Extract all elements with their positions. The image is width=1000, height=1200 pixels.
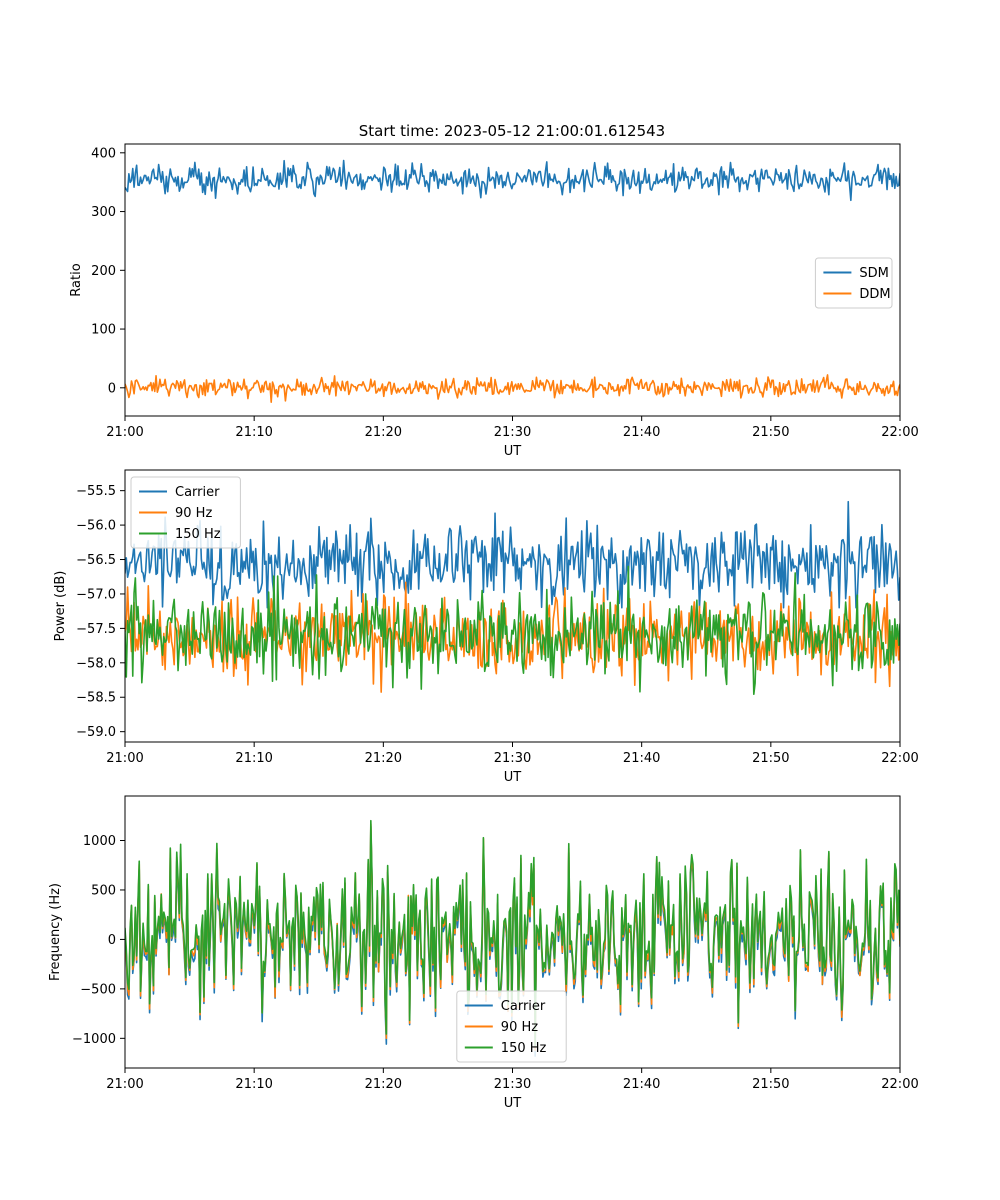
legend-label: Carrier: [501, 999, 546, 1014]
series-lines: [125, 159, 900, 403]
legend: Carrier 90 Hz 150 Hz: [456, 990, 567, 1063]
plots: 21:00 21:10 21:20 21:30 21:40 21:50 22:00 UT 0 10…: [48, 143, 919, 1111]
y-tick-label: −57.0: [76, 587, 116, 602]
y-axis-label: Power (dB): [53, 571, 68, 642]
x-tick-label: 21:00: [106, 1077, 143, 1092]
y-axis-label: Ratio: [69, 263, 84, 296]
x-tick-label: 21:50: [752, 751, 789, 766]
subplot-2: 21:00 21:10 21:20 21:30 21:40 21:50 22:00 UT −55…: [53, 469, 919, 785]
x-tick-label: 21:10: [235, 425, 272, 440]
legend-box: [814, 257, 893, 309]
legend-box: [130, 476, 241, 549]
y-tick-label: 0: [108, 933, 116, 948]
x-tick-label: 21:50: [752, 1077, 789, 1092]
x-tick-label: 21:30: [494, 1077, 531, 1092]
y-tick-label: 100: [91, 323, 116, 338]
legend-label: 90 Hz: [501, 1020, 538, 1035]
series-line-150-hz: [125, 819, 900, 1048]
x-tick-label: 21:20: [365, 1077, 402, 1092]
y-tick-label: −57.5: [76, 622, 116, 637]
legend-label: 150 Hz: [501, 1041, 547, 1056]
series-line-ddm: [125, 374, 900, 403]
legend-label: DDM: [859, 287, 890, 302]
x-tick-label: 21:30: [494, 751, 531, 766]
x-tick-label: 21:30: [494, 425, 531, 440]
x-tick-label: 22:00: [881, 425, 918, 440]
x-tick-label: 21:40: [623, 1077, 660, 1092]
y-tick-label: −56.0: [76, 519, 116, 534]
figure-title: Start time: 2023-05-12 21:00:01.612543: [359, 122, 665, 140]
x-tick-label: 21:40: [623, 751, 660, 766]
legend-label: 150 Hz: [175, 527, 221, 542]
legend-box: [456, 990, 567, 1063]
y-tick-label: −55.5: [76, 484, 116, 499]
x-axis-label: UT: [504, 444, 522, 459]
x-tick-label: 21:20: [365, 425, 402, 440]
y-tick-label: 0: [108, 381, 116, 396]
series-lines: [125, 500, 900, 696]
series-line-carrier: [125, 500, 900, 609]
x-tick-label: 22:00: [881, 1077, 918, 1092]
y-tick-label: 500: [91, 883, 116, 898]
y-tick-label: −56.5: [76, 553, 116, 568]
y-tick-label: 200: [91, 264, 116, 279]
y-tick-label: 1000: [83, 834, 116, 849]
x-axis-label: UT: [504, 770, 522, 785]
legend-label: Carrier: [175, 485, 220, 500]
x-tick-label: 21:20: [365, 751, 402, 766]
x-tick-label: 21:10: [235, 751, 272, 766]
x-tick-label: 21:00: [106, 751, 143, 766]
x-tick-label: 21:40: [623, 425, 660, 440]
x-tick-label: 22:00: [881, 751, 918, 766]
y-tick-label: −58.0: [76, 656, 116, 671]
subplot-1: 21:00 21:10 21:20 21:30 21:40 21:50 22:00 UT 0 10…: [69, 143, 919, 459]
y-tick-label: 400: [91, 146, 116, 161]
y-tick-label: −58.5: [76, 691, 116, 706]
y-tick-label: −59.0: [76, 725, 116, 740]
x-axis-label: UT: [504, 1096, 522, 1111]
legend-label: SDM: [859, 266, 888, 281]
y-tick-label: −1000: [72, 1032, 116, 1047]
series-line-sdm: [125, 159, 900, 202]
legend-label: 90 Hz: [175, 506, 212, 521]
subplot-3: 21:00 21:10 21:20 21:30 21:40 21:50 22:00 UT −10…: [48, 795, 919, 1111]
y-tick-label: −500: [80, 982, 116, 997]
x-tick-label: 21:10: [235, 1077, 272, 1092]
y-tick-label: 300: [91, 205, 116, 220]
legend: SDM DDM: [814, 257, 893, 309]
x-tick-label: 21:50: [752, 425, 789, 440]
legend: Carrier 90 Hz 150 Hz: [130, 476, 241, 549]
series-line-90-hz: [125, 581, 900, 693]
x-tick-label: 21:00: [106, 425, 143, 440]
series-line-150-hz: [125, 565, 900, 696]
y-axis-label: Frequency (Hz): [48, 883, 63, 981]
series-lines: [125, 819, 900, 1057]
